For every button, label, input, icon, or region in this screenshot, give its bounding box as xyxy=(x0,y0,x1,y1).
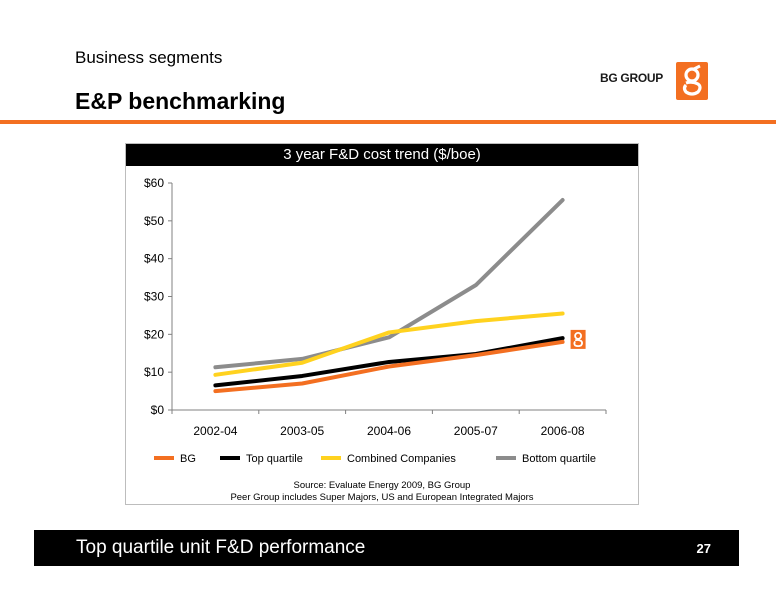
series-line-combined-companies xyxy=(213,311,565,377)
page-title: E&P benchmarking xyxy=(75,88,286,114)
x-tick-label: 2004-06 xyxy=(367,424,411,438)
bg-group-logo: BG GROUP xyxy=(600,62,710,102)
chart-panel: $0 $10 $20 $30 $40 $50 $60 2002-04 2003-05 2004-0… xyxy=(125,143,639,505)
y-tick-label: $30 xyxy=(144,290,164,304)
bg-logo-icon xyxy=(676,62,708,100)
header-divider xyxy=(0,120,776,124)
legend-label: Combined Companies xyxy=(347,453,456,465)
x-tick-label: 2003-05 xyxy=(280,424,324,438)
y-tick-label: $50 xyxy=(144,214,164,228)
chart-title: 3 year F&D cost trend ($/boe) xyxy=(126,144,638,166)
y-tick-label: $60 xyxy=(144,176,164,190)
series-line-bg xyxy=(213,339,565,394)
y-tick-label: $0 xyxy=(151,403,165,417)
legend-label: Bottom quartile xyxy=(522,453,596,465)
legend-label: Top quartile xyxy=(246,453,303,465)
peer-group-note: Peer Group includes Super Majors, US and… xyxy=(230,492,534,503)
chart-source-note: Source: Evaluate Energy 2009, BG Group P… xyxy=(126,480,638,504)
y-tick-label: $20 xyxy=(144,327,164,341)
footer-message: Top quartile unit F&D performance xyxy=(76,537,366,558)
y-tick-label: $10 xyxy=(144,365,164,379)
source-line: Source: Evaluate Energy 2009, BG Group xyxy=(293,480,471,491)
series-line-bottom-quartile xyxy=(213,198,565,370)
bg-marker-icon xyxy=(570,329,586,349)
footer-bar: Top quartile unit F&D performance 27 xyxy=(34,530,739,566)
section-subtitle: Business segments xyxy=(75,48,223,67)
page-number: 27 xyxy=(696,541,711,556)
line-chart: $0 $10 $20 $30 $40 $50 $60 2002-04 2003-05 2004-0… xyxy=(144,176,607,465)
x-tick-label: 2002-04 xyxy=(193,424,237,438)
y-tick-label: $40 xyxy=(144,252,164,266)
x-tick-label: 2006-08 xyxy=(541,424,585,438)
x-tick-label: 2005-07 xyxy=(454,424,498,438)
legend-label: BG xyxy=(180,453,196,465)
logo-wordmark: BG GROUP xyxy=(600,71,663,85)
